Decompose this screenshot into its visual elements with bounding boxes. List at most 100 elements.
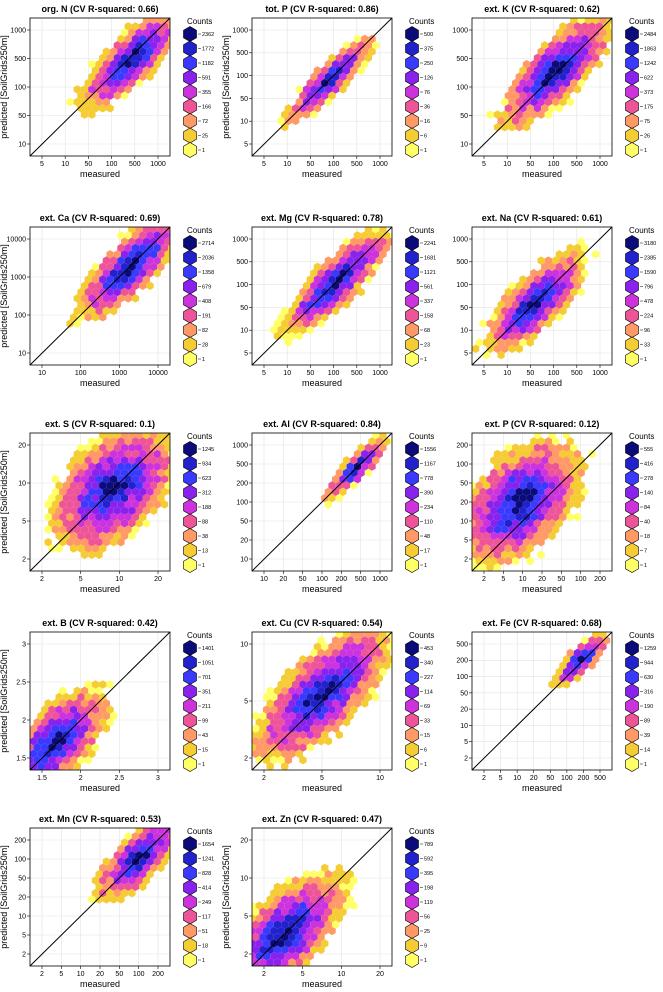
hexbin-cell (562, 433, 571, 440)
y-tick-label: 50 (240, 518, 248, 525)
hexbin-cell (277, 313, 285, 322)
hexbin-cell (321, 78, 329, 88)
hexbin-cell (512, 443, 520, 452)
hexbin-cell (99, 66, 107, 75)
hexbin-cell (281, 907, 289, 917)
hexbin-cell (346, 636, 354, 645)
hexbin-cell (522, 500, 531, 509)
hexbin-cell (559, 281, 567, 290)
chart-title: org. N (CV R-squared: 0.66) (41, 4, 158, 14)
hexbin-cell (84, 519, 92, 528)
hexbin-cell (541, 313, 549, 322)
hexbin-cell (266, 933, 274, 942)
legend-label: 17 (424, 549, 430, 555)
hexbin-cell (102, 512, 110, 522)
hexbin-cell (164, 838, 170, 847)
hexbin-cell (346, 281, 354, 290)
hexbin-cell (350, 250, 358, 259)
hexbin-cell (342, 718, 351, 727)
hexbin-cell (153, 47, 161, 56)
hexbin-cell (124, 462, 132, 471)
y-tick-label: 2.5 (16, 679, 26, 686)
hexbin-cell (95, 487, 103, 496)
hexbin-cell (522, 332, 531, 341)
legend-hexagon (405, 84, 419, 100)
hexbin-cell (146, 269, 154, 278)
hexbin-cell (530, 475, 538, 484)
chart-title: ext. B (CV R-squared: 0.42) (42, 618, 158, 628)
hexbin-cell (95, 895, 103, 904)
hexbin-cell (390, 637, 392, 644)
hexbin-cell (102, 525, 110, 534)
hexbin-cell (512, 313, 520, 322)
hexbin-cell (281, 306, 289, 316)
hexbin-cell (501, 344, 509, 353)
hexbin-cell (131, 525, 140, 534)
hexbin-cell (375, 256, 383, 265)
x-tick-label: 1000 (150, 161, 166, 168)
hexbin-cell (135, 262, 143, 272)
hexbin-cell (88, 437, 96, 446)
legend-hexagon (405, 727, 419, 743)
hexbin-cell (382, 437, 391, 446)
hexbin-cell (153, 487, 161, 496)
hexbin-cell (313, 926, 322, 936)
x-tick-label: 50 (85, 161, 93, 168)
hexbin-cell (577, 655, 585, 664)
hexbin-cell (530, 525, 538, 534)
hexbin-cell (562, 41, 571, 50)
hexbin-cell (552, 47, 560, 56)
hexbin-cell (372, 227, 380, 234)
hexbin-cell (321, 655, 329, 664)
x-axis-label: measured (302, 378, 342, 388)
hexbin-cell (77, 300, 85, 309)
hexbin-cell (357, 632, 365, 639)
legend-hexagon (625, 235, 639, 251)
hexbin-cell (106, 262, 114, 272)
hexbin-cell (99, 456, 107, 465)
hexbin-cell (533, 78, 542, 88)
hexbin-cell (379, 443, 387, 452)
legend-title: Counts (187, 226, 212, 235)
hexbin-cell (77, 91, 85, 100)
hexbin-cell (80, 525, 89, 534)
hexbin-cell (135, 78, 143, 88)
hexbin-cell (88, 449, 96, 459)
x-tick-label: 10 (376, 775, 384, 782)
hexbin-cell (379, 667, 387, 677)
legend-hexagon (183, 84, 197, 100)
hexbin-cell (80, 487, 89, 496)
legend-hexagon (625, 264, 639, 280)
x-tick-label: 50 (299, 576, 307, 583)
hexbin-cell (588, 47, 596, 56)
hexbin-cell (475, 544, 483, 553)
hexbin-cell (120, 456, 129, 465)
hexbin-cell (135, 41, 143, 50)
hexbin-cell (91, 262, 100, 272)
hexbin-cell (66, 475, 74, 484)
hexbin-cell (577, 481, 585, 490)
hexbin-cell (566, 674, 574, 683)
x-tick-label: 1.5 (37, 775, 47, 782)
hexbin-cell (299, 926, 307, 936)
legend-hexagon (183, 654, 197, 671)
hexbin-cell (501, 487, 509, 496)
hexbin-cell (84, 692, 92, 702)
x-tick-label: 10 (337, 971, 345, 978)
hexbin-cell (482, 493, 491, 503)
hexbin-cell (124, 832, 132, 841)
hexbin-cell (530, 85, 538, 94)
hexbin-cell (526, 78, 534, 88)
hexbin-cell (328, 888, 336, 898)
hexbin-cell (566, 462, 574, 471)
chart-title: ext. Ca (CV R-squared: 0.69) (40, 213, 161, 223)
hexbin-cell (559, 661, 567, 670)
hexbin-cell (533, 456, 542, 465)
hexbin-cell (146, 243, 154, 253)
hexbin-cell (135, 66, 143, 75)
hexbin-cell (120, 53, 129, 63)
hexbin-cell (88, 500, 96, 509)
x-tick-label: 20 (279, 576, 287, 583)
y-tick-label: 2 (244, 951, 248, 958)
hexbin-cell (324, 895, 332, 904)
